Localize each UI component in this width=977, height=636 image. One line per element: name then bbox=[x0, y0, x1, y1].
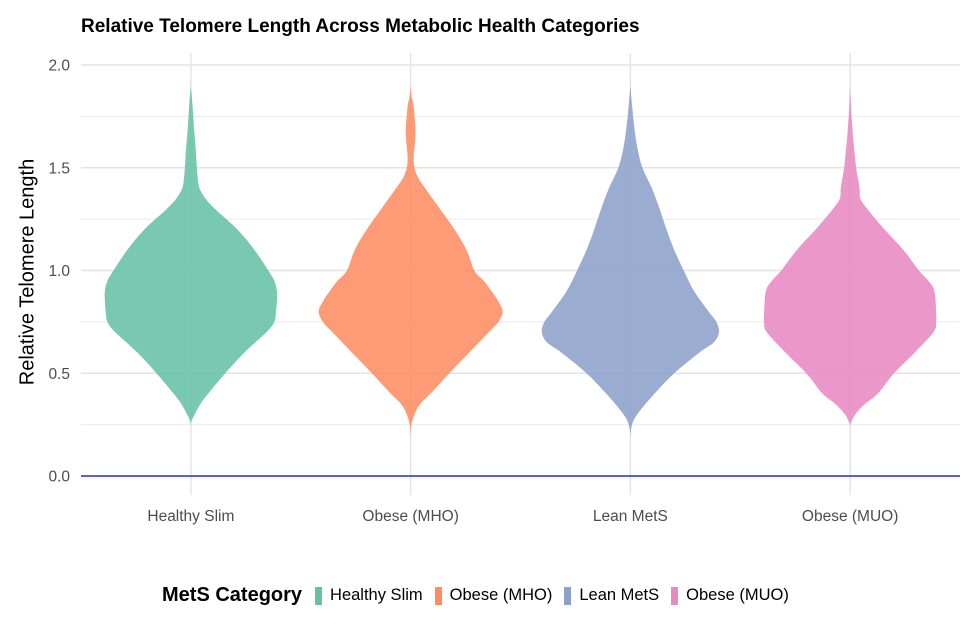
legend-key bbox=[434, 586, 442, 605]
legend-key bbox=[564, 586, 572, 605]
legend-key bbox=[315, 586, 323, 605]
violin-obese-muo bbox=[763, 85, 937, 426]
y-tick-label: 2.0 bbox=[48, 58, 70, 75]
x-tick-label: Lean MetS bbox=[593, 508, 668, 525]
violin-layer bbox=[104, 85, 937, 437]
legend-item-lean-mets: Lean MetS bbox=[564, 586, 659, 605]
x-tick-label: Obese (MHO) bbox=[362, 508, 458, 525]
legend-label: Lean MetS bbox=[579, 586, 660, 604]
y-tick-label: 1.5 bbox=[48, 160, 70, 177]
legend-item-obese-muo: Obese (MUO) bbox=[671, 586, 789, 605]
y-tick-label: 0.5 bbox=[48, 366, 70, 383]
legend-key bbox=[671, 586, 679, 605]
legend-label: Obese (MUO) bbox=[686, 586, 789, 604]
y-tick-label: 1.0 bbox=[48, 263, 70, 280]
violin-healthy-slim bbox=[104, 85, 278, 426]
legend: MetS Category Healthy Slim Obese (MHO) L… bbox=[162, 584, 801, 607]
y-tick-label: 0.0 bbox=[48, 469, 70, 486]
violin-lean-mets bbox=[541, 85, 720, 437]
x-tick-label: Healthy Slim bbox=[147, 508, 234, 525]
legend-item-obese-mho: Obese (MHO) bbox=[434, 586, 553, 605]
chart-title: Relative Telomere Length Across Metaboli… bbox=[81, 16, 640, 37]
legend-item-healthy-slim: Healthy Slim bbox=[315, 586, 423, 605]
violin-obese-mho bbox=[318, 85, 503, 437]
axis-layer: 0.0 0.5 1.0 1.5 2.0 Healthy Slim Obese (MHO) Le… bbox=[48, 58, 960, 525]
legend-label: Healthy Slim bbox=[330, 586, 423, 604]
legend-title: MetS Category bbox=[162, 584, 303, 606]
legend-label: Obese (MHO) bbox=[449, 586, 553, 604]
x-tick-label: Obese (MUO) bbox=[802, 508, 898, 525]
